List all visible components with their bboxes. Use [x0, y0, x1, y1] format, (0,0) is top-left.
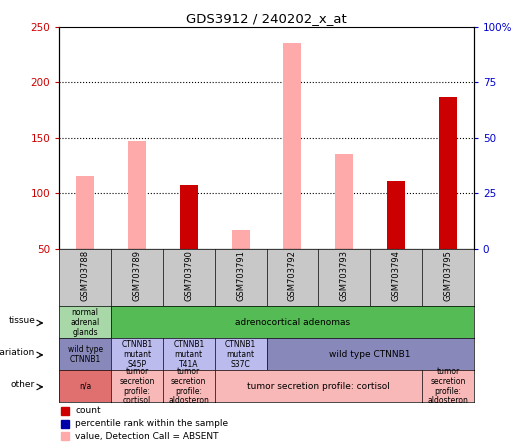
Text: tissue: tissue	[8, 316, 35, 325]
Text: GSM703788: GSM703788	[81, 250, 90, 301]
Text: adrenocortical adenomas: adrenocortical adenomas	[235, 318, 350, 327]
Title: GDS3912 / 240202_x_at: GDS3912 / 240202_x_at	[186, 12, 347, 25]
Text: wild type CTNNB1: wild type CTNNB1	[330, 350, 411, 359]
Text: GSM703792: GSM703792	[288, 250, 297, 301]
Text: GSM703789: GSM703789	[132, 250, 142, 301]
Text: GSM703793: GSM703793	[340, 250, 349, 301]
Text: count: count	[75, 406, 101, 416]
Text: other: other	[11, 380, 35, 389]
Bar	[439, 97, 457, 249]
Text: CTNNB1
mutant
T41A: CTNNB1 mutant T41A	[173, 340, 204, 369]
Bar	[180, 186, 198, 249]
Bar	[387, 181, 405, 249]
Text: wild type
CTNNB1: wild type CTNNB1	[67, 345, 102, 364]
Text: normal
adrenal
glands: normal adrenal glands	[71, 308, 100, 337]
Text: GSM703795: GSM703795	[443, 250, 452, 301]
Text: tumor
secretion
profile:
cortisol: tumor secretion profile: cortisol	[119, 367, 154, 405]
Text: genotype/variation: genotype/variation	[0, 348, 35, 357]
Bar	[232, 230, 250, 249]
Text: tumor secretion profile: cortisol: tumor secretion profile: cortisol	[247, 382, 390, 391]
Bar	[335, 155, 353, 249]
Bar	[283, 44, 301, 249]
Text: tumor
secretion
profile:
aldosteron: tumor secretion profile: aldosteron	[168, 367, 209, 405]
Bar	[76, 177, 94, 249]
Text: n/a: n/a	[79, 382, 91, 391]
Text: GSM703791: GSM703791	[236, 250, 245, 301]
Text: CTNNB1
mutant
S45P: CTNNB1 mutant S45P	[122, 340, 152, 369]
Text: tumor
secretion
profile:
aldosteron: tumor secretion profile: aldosteron	[427, 367, 468, 405]
Text: GSM703790: GSM703790	[184, 250, 193, 301]
Bar	[128, 141, 146, 249]
Text: value, Detection Call = ABSENT: value, Detection Call = ABSENT	[75, 432, 218, 441]
Text: percentile rank within the sample: percentile rank within the sample	[75, 419, 228, 428]
Text: CTNNB1
mutant
S37C: CTNNB1 mutant S37C	[225, 340, 256, 369]
Text: GSM703794: GSM703794	[391, 250, 401, 301]
